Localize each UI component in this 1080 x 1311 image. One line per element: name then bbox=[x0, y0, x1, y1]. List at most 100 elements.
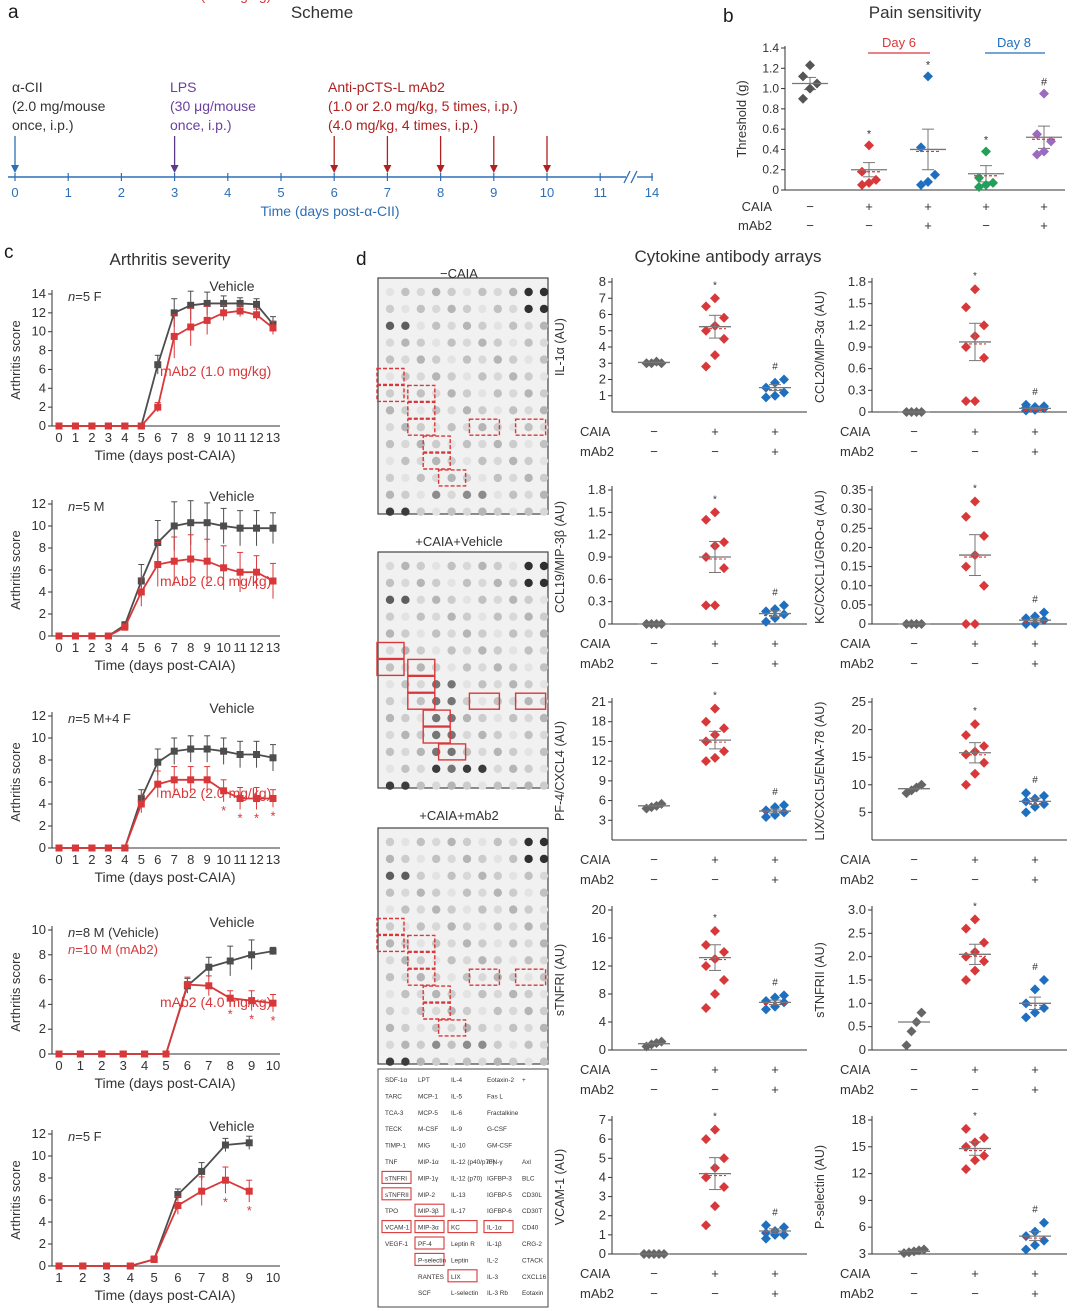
array-spot bbox=[432, 697, 441, 706]
cyto-mab-sign: − bbox=[910, 1286, 918, 1301]
array-spot bbox=[478, 389, 487, 398]
arthritis-xlabel: Time (days post-CAIA) bbox=[94, 1075, 235, 1091]
array-spot bbox=[432, 680, 441, 689]
arthritis-ytick-label: 2 bbox=[39, 606, 46, 621]
array-spot bbox=[539, 854, 549, 864]
array-spot bbox=[524, 355, 533, 364]
array-spot bbox=[509, 646, 518, 655]
cyto-mab-sign: + bbox=[771, 656, 779, 671]
array-spot bbox=[462, 287, 472, 297]
array-spot bbox=[416, 663, 425, 672]
array-spot bbox=[401, 456, 410, 466]
array-spot bbox=[524, 439, 533, 449]
array-spot bbox=[509, 854, 518, 864]
arthritis-xtick-label: 8 bbox=[187, 640, 194, 655]
cyto-point-group2 bbox=[961, 975, 971, 985]
timeline-tick-label: 0 bbox=[11, 185, 18, 200]
array-spot bbox=[416, 781, 425, 790]
cyto-point-group2 bbox=[979, 741, 989, 752]
array-spot bbox=[432, 423, 441, 432]
array-spot bbox=[432, 837, 441, 847]
legend-cell: IL-6 bbox=[451, 1110, 462, 1117]
arthritis-xlabel: Time (days post-CAIA) bbox=[94, 657, 235, 673]
array-spot bbox=[539, 646, 549, 655]
arthritis-ytick-label: 12 bbox=[32, 708, 46, 723]
cyto-ytick-label: 6 bbox=[599, 307, 606, 322]
array-spot bbox=[539, 456, 549, 466]
mab2-series-point bbox=[150, 1255, 158, 1263]
mab2-series-point bbox=[137, 800, 145, 808]
array-highlight-box bbox=[407, 675, 436, 693]
timeline-tick-label: 14 bbox=[645, 185, 659, 200]
array-spot bbox=[462, 355, 472, 364]
pain-caia-sign: − bbox=[806, 199, 814, 214]
array-spot bbox=[432, 956, 441, 965]
array-spot bbox=[539, 730, 549, 740]
legend-cell: Axl bbox=[522, 1159, 531, 1166]
cyto-caia-sign: + bbox=[971, 1266, 979, 1281]
arthritis-xtick-label: 12 bbox=[249, 430, 263, 445]
array-spot bbox=[539, 1023, 549, 1033]
cyto-sig-mark: * bbox=[713, 691, 717, 702]
arthritis-xtick-label: 0 bbox=[55, 852, 62, 867]
arthritis-xtick-label: 0 bbox=[55, 430, 62, 445]
cytokine-plot-2: 0 0.3 0.6 0.9 1.2 1.5 1.8 CCL20/MIP-3α (AU) − − * +… bbox=[813, 271, 1067, 459]
mab2-series-point bbox=[236, 568, 244, 576]
arthritis-ytick-label: 4 bbox=[39, 1214, 46, 1229]
arrow-mab2-day8-head bbox=[436, 165, 445, 173]
array-spot bbox=[416, 355, 425, 364]
array-spot bbox=[509, 355, 518, 364]
array-spot bbox=[478, 781, 487, 790]
cyto-row-caia: CAIA bbox=[840, 424, 871, 439]
array-spot bbox=[385, 973, 395, 982]
array-spot bbox=[539, 956, 549, 965]
cyto-point-group2 bbox=[961, 730, 971, 741]
cyto-ytick-label: 0 bbox=[859, 404, 866, 419]
array-spot bbox=[385, 629, 395, 638]
legend-cell: M-CSF bbox=[418, 1126, 438, 1133]
legend-cell: IL-3 Rb bbox=[487, 1290, 508, 1297]
array-spot bbox=[478, 473, 487, 483]
array-membrane-1: −CAIA bbox=[376, 266, 549, 516]
cytokine-plot-9: 0 1 2 3 4 5 6 7 VCAM-1 (AU) − − * + − # + + CAIA mAb2 bbox=[553, 1112, 807, 1301]
arthritis-ytick-label: 4 bbox=[39, 796, 46, 811]
cyto-ytick-label: 8 bbox=[599, 274, 606, 289]
cyto-sig-mark: # bbox=[1032, 387, 1038, 398]
array-spot bbox=[385, 781, 395, 790]
mab2-series-point bbox=[141, 1050, 149, 1058]
array-spot bbox=[478, 1057, 487, 1066]
arthritis-xtick-label: 10 bbox=[266, 1058, 280, 1073]
arthritis-ylabel: Arthritis score bbox=[8, 320, 23, 399]
cyto-sig-mark: # bbox=[1032, 595, 1038, 606]
cyto-mab-sign: − bbox=[711, 444, 719, 459]
array-spot bbox=[432, 561, 441, 571]
cyto-point-group3 bbox=[761, 812, 771, 822]
array-spot bbox=[509, 905, 518, 914]
array-spot bbox=[462, 730, 472, 740]
mab2-series-point bbox=[154, 561, 162, 568]
cyto-point-group3 bbox=[1039, 607, 1049, 618]
mab2-series-point bbox=[183, 981, 191, 989]
cyto-caia-sign: − bbox=[910, 1266, 918, 1281]
cyto-ytick-label: 0 bbox=[599, 1246, 606, 1261]
array-highlight-box bbox=[376, 917, 405, 936]
array-spot bbox=[385, 871, 395, 880]
pain-row-caia: CAIA bbox=[742, 199, 773, 214]
arthritis-xtick-label: 1 bbox=[72, 430, 79, 445]
cytokine-plot-3: 0 0.3 0.6 0.9 1.2 1.5 1.8 CCL19/MIP-3β (AU) − − * +… bbox=[553, 482, 807, 671]
legend-cell: TNF bbox=[385, 1159, 398, 1166]
array-spot bbox=[385, 423, 395, 432]
array-spot bbox=[416, 389, 425, 398]
array-spot bbox=[493, 939, 502, 948]
cyto-point-group2 bbox=[979, 1132, 989, 1143]
cyto-point-group3 bbox=[1030, 984, 1040, 995]
cyto-point-group2 bbox=[719, 312, 729, 323]
legend-cell: SCF bbox=[418, 1290, 431, 1297]
array-spot bbox=[462, 304, 472, 314]
cyto-ylabel: sTNFRI (AU) bbox=[553, 944, 567, 1016]
legend-cell: Fas L bbox=[487, 1093, 503, 1100]
cyto-ytick-label: 6 bbox=[599, 793, 606, 808]
arthritis-n-label: n=5 F bbox=[68, 1129, 102, 1144]
array-spot bbox=[432, 629, 441, 638]
